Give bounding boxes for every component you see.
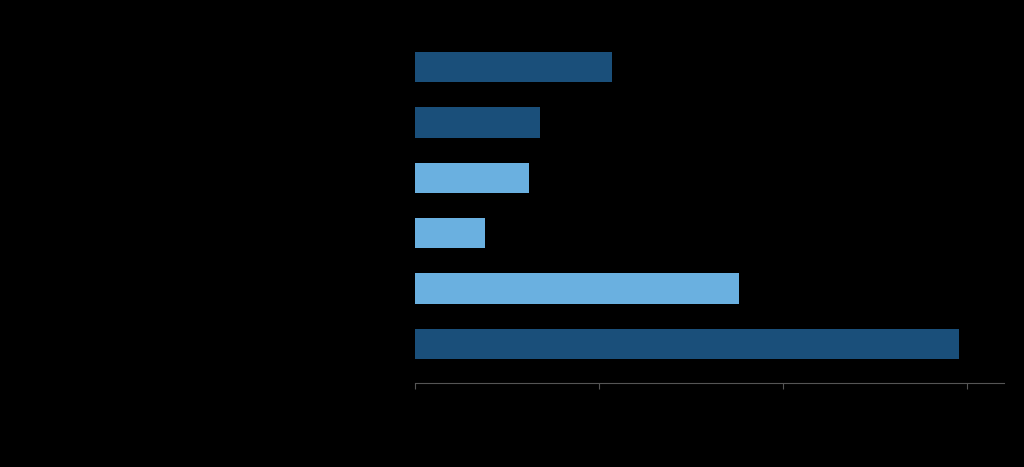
Bar: [415, 218, 484, 248]
Bar: [415, 163, 528, 193]
Bar: [415, 107, 540, 138]
Bar: [415, 51, 611, 82]
Bar: [415, 273, 738, 304]
Bar: [415, 329, 959, 360]
